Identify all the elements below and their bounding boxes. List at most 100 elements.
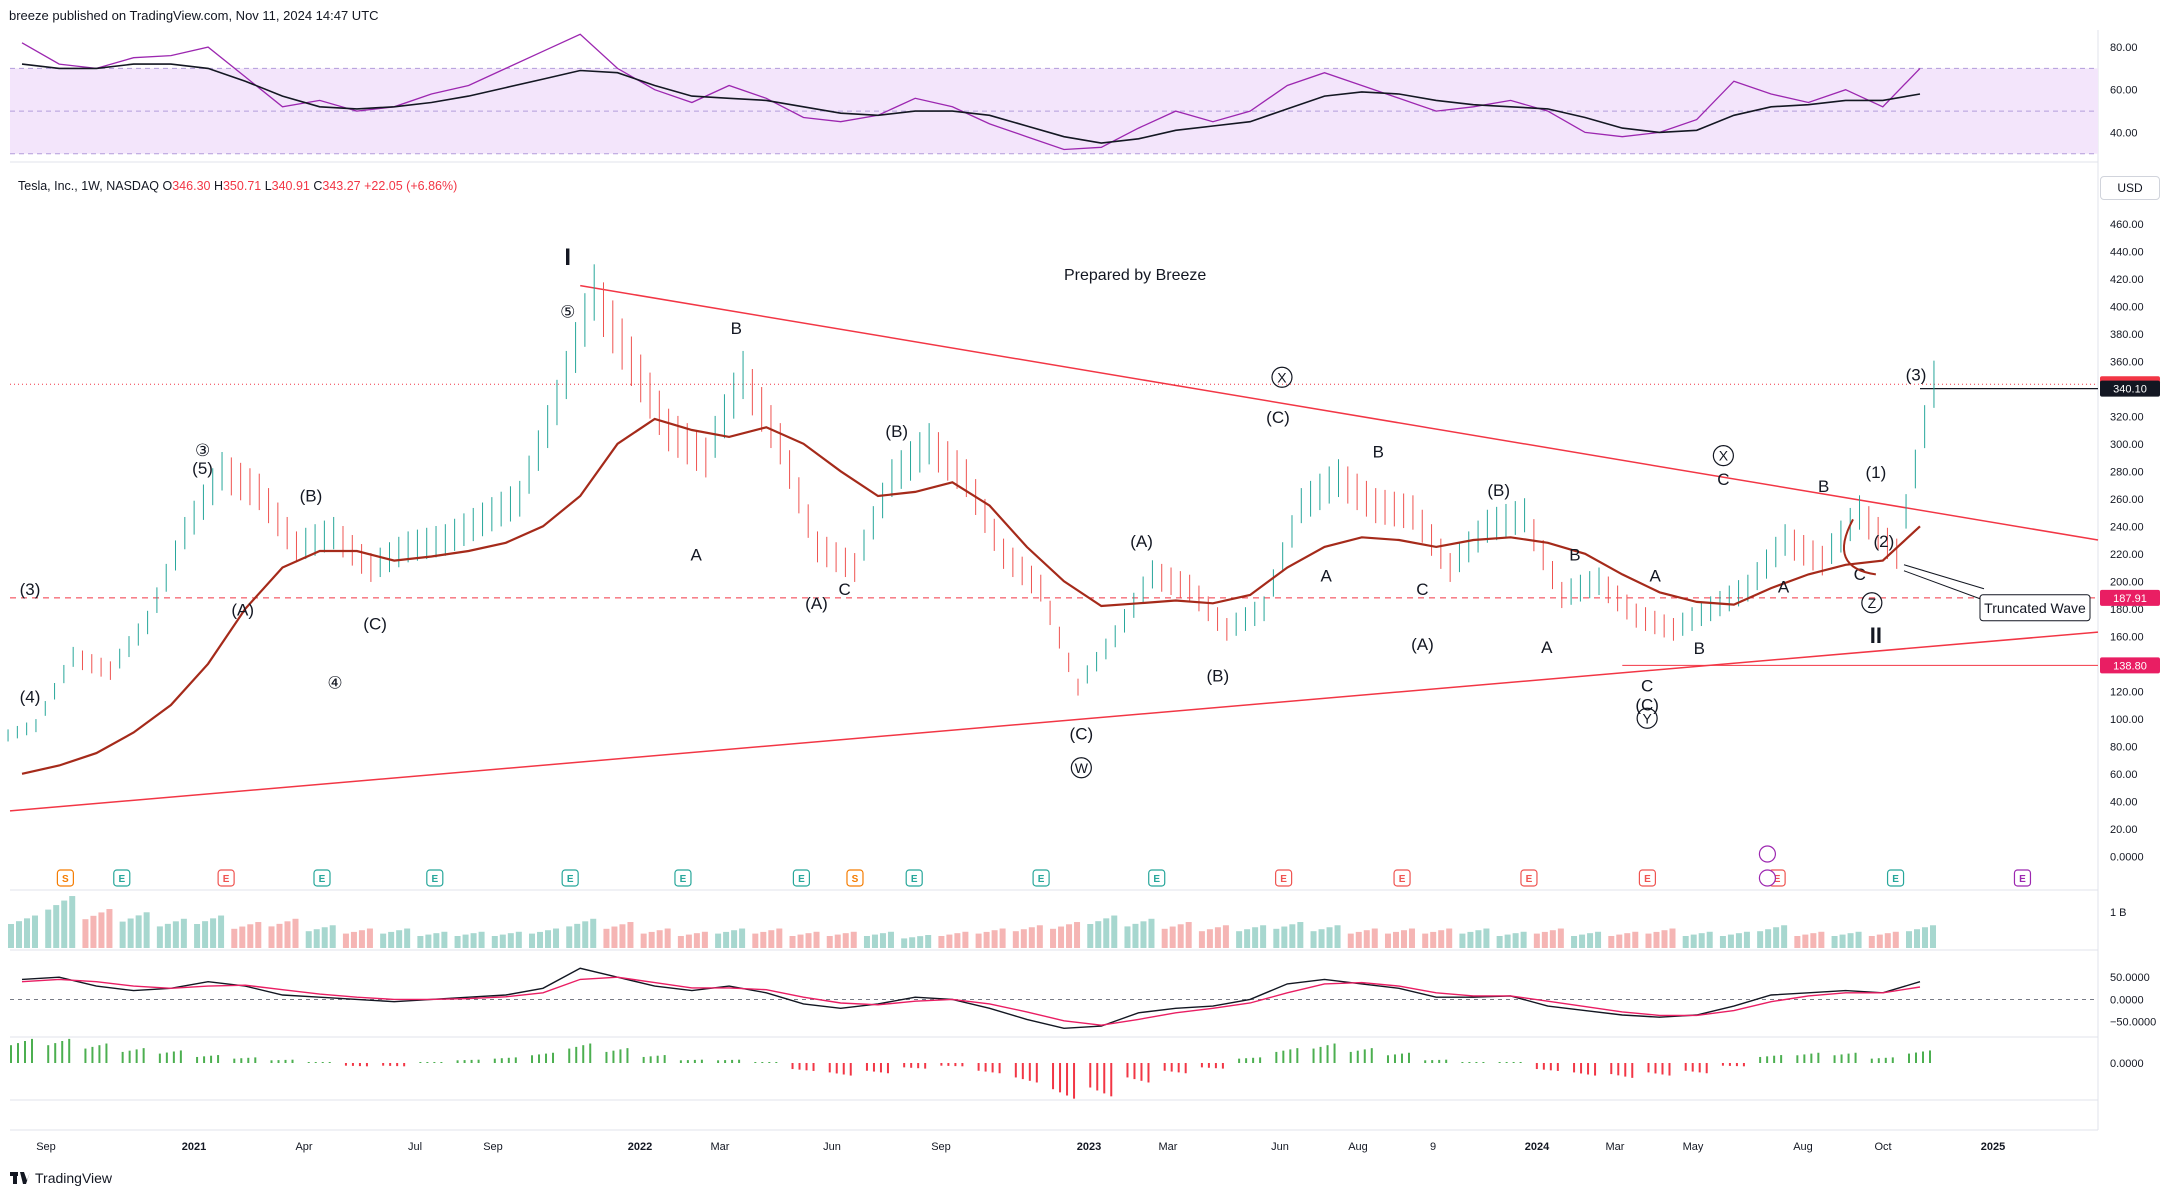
histogram-bar <box>738 1059 741 1063</box>
time-tick: 2023 <box>1077 1141 1101 1153</box>
histogram-bar <box>791 1063 794 1070</box>
histogram-bar <box>1691 1063 1694 1072</box>
volume-bar <box>156 926 163 948</box>
chart-annotation: Prepared by Breeze <box>1064 267 1207 284</box>
volume-bar <box>1371 928 1378 948</box>
truncated-wave-box <box>1979 594 2091 622</box>
wave-label: A <box>690 546 702 565</box>
event-marker-label: E <box>1399 874 1406 885</box>
volume-bar <box>789 936 796 948</box>
volume-bar <box>342 933 349 948</box>
histogram-bar <box>1549 1063 1552 1071</box>
wave-label: C <box>1416 580 1428 599</box>
volume-bar <box>1690 934 1697 948</box>
histogram-bar <box>1214 1063 1217 1069</box>
volume-bar <box>656 930 663 948</box>
price-level-badge <box>2100 589 2160 606</box>
histogram-bar <box>321 1062 324 1063</box>
time-tick: Jun <box>1271 1141 1289 1153</box>
currency-button[interactable]: USD <box>2100 176 2160 200</box>
histogram-bar <box>98 1045 101 1063</box>
event-marker <box>1393 869 1411 887</box>
event-marker-label: E <box>1280 874 1287 885</box>
histogram-bar <box>477 1059 480 1063</box>
volume-bar <box>1020 929 1027 948</box>
volume-bar <box>1624 933 1631 948</box>
histogram-bar <box>1929 1050 1931 1063</box>
histogram-bar <box>1833 1055 1836 1063</box>
histogram-bar <box>917 1063 920 1069</box>
volume-bar <box>1616 934 1623 948</box>
histogram-bar <box>1542 1063 1545 1070</box>
volume-bar <box>1608 936 1615 948</box>
volume-bar <box>350 931 357 948</box>
histogram-bar <box>1654 1063 1657 1074</box>
volume-bar <box>1347 933 1354 948</box>
event-marker <box>313 869 331 887</box>
event-marker-label: E <box>1644 874 1651 885</box>
volume-bar <box>752 933 759 948</box>
price-tick: 0.0000 <box>2110 851 2144 863</box>
volume-bar <box>292 918 299 948</box>
time-tick: Sep <box>36 1141 56 1153</box>
volume-bar <box>1058 926 1065 948</box>
volume-bar <box>760 931 767 948</box>
volume-bar <box>1161 928 1168 948</box>
volume-bar <box>231 928 238 948</box>
histogram-bar <box>1200 1063 1203 1068</box>
histogram-bar <box>1580 1063 1583 1074</box>
volume-bar <box>127 918 134 948</box>
histogram-bar <box>1505 1062 1508 1063</box>
histogram-bar <box>1847 1053 1850 1063</box>
histogram-bar <box>1705 1063 1708 1074</box>
histogram-bar <box>1498 1062 1501 1063</box>
histogram-bar <box>1735 1063 1738 1067</box>
histogram-bar <box>1431 1060 1434 1063</box>
event-marker <box>1032 869 1050 887</box>
histogram-bar <box>582 1045 585 1063</box>
ohlc-close-label: C <box>313 179 323 193</box>
volume-bar <box>98 912 105 948</box>
wave-label: (A) <box>805 594 828 613</box>
event-marker <box>56 869 74 887</box>
volume-bar <box>1810 933 1817 948</box>
histogram-bar <box>1163 1063 1166 1071</box>
volume-bar <box>1281 926 1288 948</box>
volume-bar <box>143 912 150 948</box>
histogram-bar <box>233 1058 236 1063</box>
volume-bar <box>1757 931 1764 948</box>
volume-bar <box>1682 936 1689 948</box>
volume-bar <box>603 928 610 948</box>
histogram-bar <box>1796 1055 1799 1063</box>
volume-bar <box>507 933 514 948</box>
event-marker <box>1758 869 1777 887</box>
event-marker-label: E <box>118 874 125 885</box>
histogram-bar <box>1349 1051 1352 1063</box>
volume-bar <box>1148 918 1155 948</box>
histogram-bar <box>1519 1062 1522 1063</box>
volume-bar <box>1334 925 1341 948</box>
volume-bar <box>1392 931 1399 948</box>
volume-bar <box>1400 930 1407 948</box>
price-tick: 100.00 <box>2110 714 2144 726</box>
histogram-bar <box>1110 1063 1113 1097</box>
histogram-bar <box>998 1063 1001 1074</box>
volume-bar <box>1446 928 1453 948</box>
histogram-bar <box>1221 1063 1224 1069</box>
rsi-tick: 60.00 <box>2110 85 2138 97</box>
volume-bar <box>1438 930 1445 948</box>
histogram-bar <box>61 1041 64 1063</box>
histogram-bar <box>977 1063 980 1071</box>
volume-bar <box>1831 936 1838 948</box>
tradingview-brand[interactable]: TradingView <box>10 1170 112 1186</box>
callout-pointer <box>1903 564 1985 600</box>
histogram-bar <box>605 1051 608 1063</box>
event-marker <box>674 869 692 887</box>
volume-bar <box>1214 927 1221 948</box>
volume-bar <box>255 922 262 948</box>
histogram-bar <box>754 1062 757 1063</box>
histogram-bar <box>531 1055 534 1063</box>
histogram-bar <box>872 1063 875 1072</box>
event-marker-label: E <box>567 874 574 885</box>
volume-bar <box>425 934 432 948</box>
